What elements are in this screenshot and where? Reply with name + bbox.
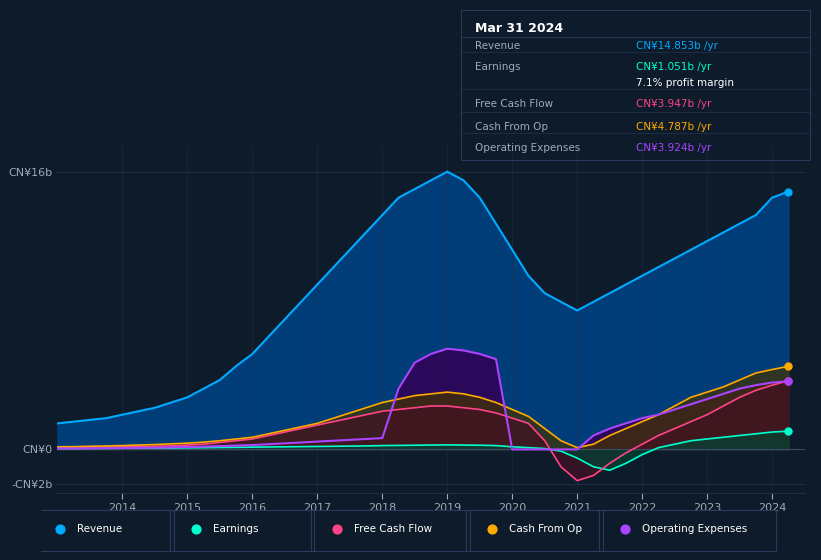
Point [190,525,203,534]
Point [618,525,631,534]
Text: CN¥3.947b /yr: CN¥3.947b /yr [636,99,711,109]
Text: Revenue: Revenue [76,524,122,534]
Text: Free Cash Flow: Free Cash Flow [475,99,553,109]
Point [485,525,498,534]
Point [782,377,795,386]
Point [782,427,795,436]
Point [782,187,795,196]
Point [53,525,67,534]
Text: Earnings: Earnings [213,524,259,534]
Text: CN¥3.924b /yr: CN¥3.924b /yr [636,143,711,152]
Text: Free Cash Flow: Free Cash Flow [354,524,432,534]
Text: Cash From Op: Cash From Op [475,122,548,132]
Text: CN¥4.787b /yr: CN¥4.787b /yr [636,122,711,132]
Text: CN¥1.051b /yr: CN¥1.051b /yr [636,62,711,72]
Text: Mar 31 2024: Mar 31 2024 [475,21,563,35]
Text: Cash From Op: Cash From Op [509,524,582,534]
Point [782,376,795,385]
Point [330,525,343,534]
Text: 7.1% profit margin: 7.1% profit margin [636,78,734,88]
Text: Revenue: Revenue [475,40,521,50]
Text: Earnings: Earnings [475,62,521,72]
Point [782,362,795,371]
Text: Operating Expenses: Operating Expenses [642,524,747,534]
Text: Operating Expenses: Operating Expenses [475,143,580,152]
Text: CN¥14.853b /yr: CN¥14.853b /yr [636,40,718,50]
